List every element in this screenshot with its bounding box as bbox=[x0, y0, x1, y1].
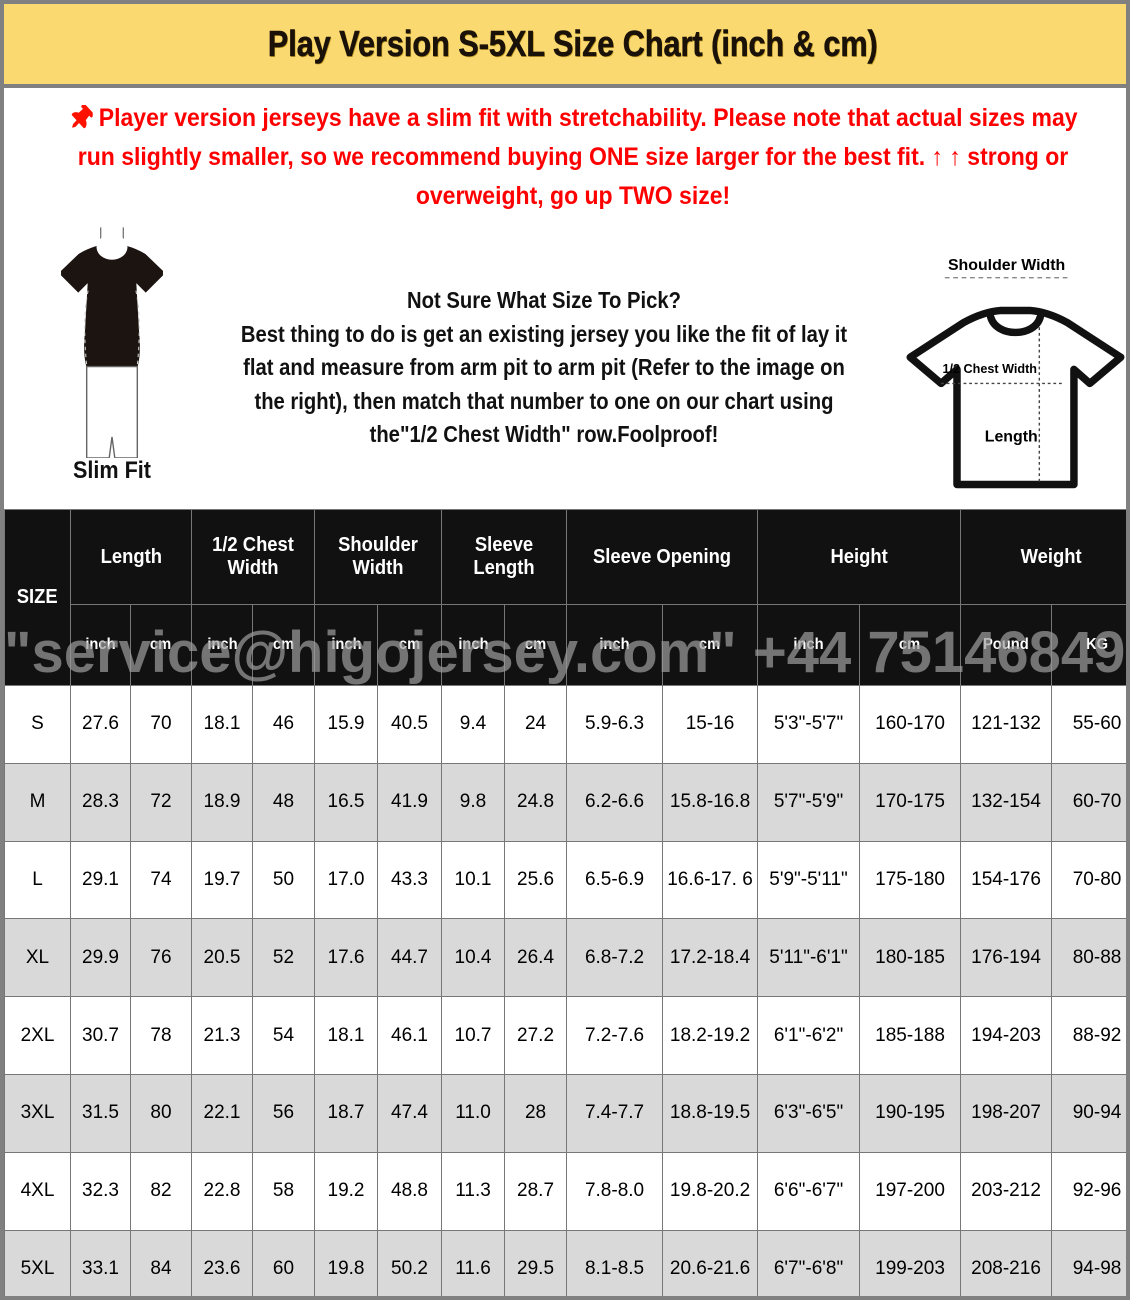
svg-text:Length: Length bbox=[985, 428, 1038, 445]
svg-text:Shoulder Width: Shoulder Width bbox=[948, 259, 1065, 274]
svg-text:1/2 Chest Width: 1/2 Chest Width bbox=[943, 362, 1037, 376]
